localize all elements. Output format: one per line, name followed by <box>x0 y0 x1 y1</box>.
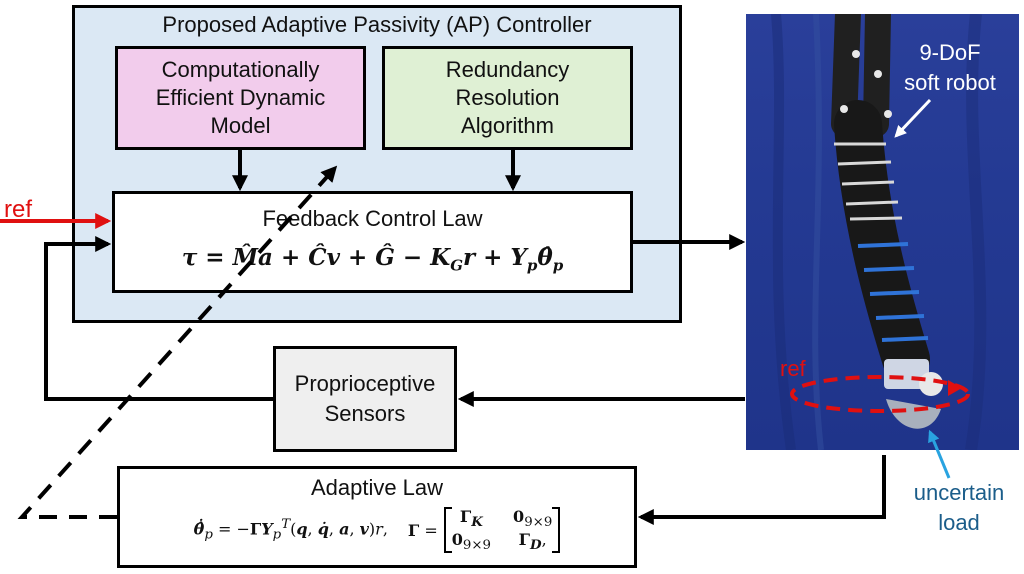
sensor-feedback-loop <box>46 244 273 399</box>
ref-trajectory-direction-icon <box>948 380 962 396</box>
robot-to-adaptive-arrow <box>641 455 884 517</box>
ref-trajectory-ellipse <box>792 377 968 411</box>
robot-pointer-arrow <box>896 100 930 136</box>
load-pointer-arrow <box>930 432 949 478</box>
